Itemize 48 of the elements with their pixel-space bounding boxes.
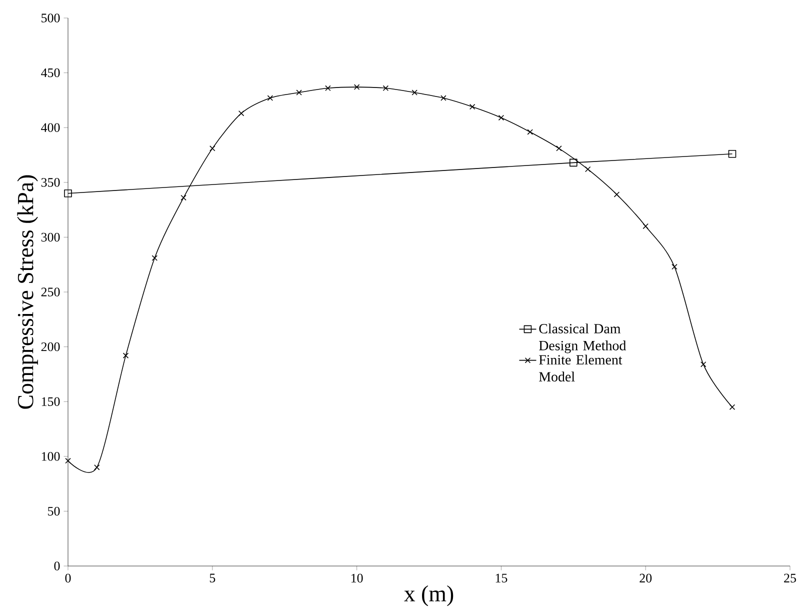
x-axis-title: x (m) xyxy=(404,585,454,606)
point xyxy=(94,464,100,470)
point xyxy=(440,95,446,101)
point xyxy=(180,194,186,201)
x-tick-label: 10 xyxy=(351,574,363,583)
point xyxy=(325,85,331,92)
x-tick-label: 0 xyxy=(65,574,71,583)
point xyxy=(556,146,562,152)
point xyxy=(469,104,476,110)
point xyxy=(412,90,418,96)
y-tick-label: 500 xyxy=(42,14,60,22)
point xyxy=(642,223,648,230)
y-tick-label: 400 xyxy=(41,123,60,132)
point xyxy=(152,255,158,261)
point xyxy=(122,352,129,358)
y-tick-label: 250 xyxy=(41,288,60,296)
legend-label: Classical Dam Design Method xyxy=(539,324,626,354)
point xyxy=(498,114,504,121)
point xyxy=(210,146,216,152)
point xyxy=(700,361,706,368)
y-tick-label: 150 xyxy=(42,397,60,406)
point xyxy=(65,458,71,464)
x-tick-label: 5 xyxy=(210,574,216,582)
point xyxy=(729,404,736,410)
point xyxy=(296,90,302,96)
y-axis-title: Compressive Stress (kPa) xyxy=(17,175,38,409)
point xyxy=(64,189,72,198)
point xyxy=(614,192,620,198)
y-tick-label: 50 xyxy=(48,506,60,516)
point xyxy=(382,85,389,92)
point xyxy=(527,129,533,135)
legend-label: Finite Element Model xyxy=(539,354,622,382)
y-tick-label: 350 xyxy=(41,178,60,187)
point xyxy=(728,150,736,158)
y-tick-label: 200 xyxy=(41,342,60,352)
y-tick-label: 0 xyxy=(54,562,60,570)
point xyxy=(238,110,244,116)
x-tick-label: 20 xyxy=(640,574,652,583)
y-tick-label: 450 xyxy=(41,68,60,78)
point xyxy=(267,95,274,101)
point xyxy=(354,84,360,90)
point xyxy=(672,264,678,270)
y-tick-label: 100 xyxy=(42,452,60,461)
x-tick-label: 25 xyxy=(784,574,796,582)
point xyxy=(584,166,591,172)
point xyxy=(570,158,578,167)
y-tick-label: 300 xyxy=(41,232,60,242)
x-tick-label: 15 xyxy=(496,574,508,582)
